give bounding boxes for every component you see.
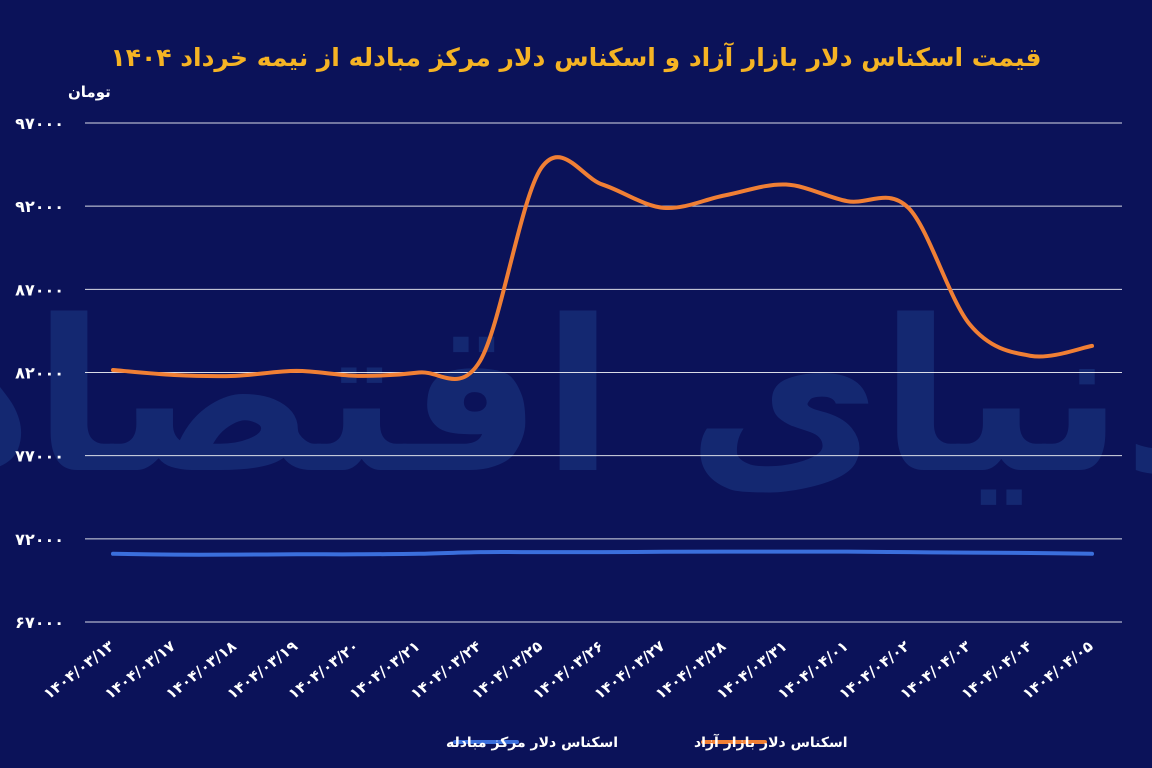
y-tick-label: ۶۷۰۰۰ bbox=[15, 613, 64, 632]
y-tick-label: ۷۲۰۰۰ bbox=[15, 530, 64, 549]
series-lines bbox=[111, 155, 1094, 557]
y-tick-label: ۹۷۰۰۰ bbox=[15, 114, 64, 133]
x-axis-ticks: ۱۴۰۴/۰۳/۱۳۱۴۰۴/۰۳/۱۷۱۴۰۴/۰۳/۱۸۱۴۰۴/۰۳/۱۹… bbox=[40, 637, 1096, 703]
legend: اسکناس دلار بازار آزاد اسکناس دلار مرکز … bbox=[446, 733, 848, 751]
legend-label-free-market: اسکناس دلار بازار آزاد bbox=[694, 733, 848, 751]
watermark-text: دنیای اقتصاد bbox=[0, 275, 1152, 520]
y-axis-ticks: ۹۷۰۰۰ ۹۲۰۰۰ ۸۷۰۰۰ ۸۲۰۰۰ ۷۷۰۰۰ ۷۲۰۰۰ ۶۷۰۰۰ bbox=[15, 114, 64, 632]
series-line-free-market bbox=[111, 155, 1094, 381]
grid-lines bbox=[85, 122, 1122, 623]
legend-label-exchange-center: اسکناس دلار مرکز مبادله bbox=[446, 735, 618, 751]
y-tick-label: ۸۷۰۰۰ bbox=[15, 280, 64, 299]
y-tick-label: ۸۲۰۰۰ bbox=[15, 364, 64, 383]
chart-title: قیمت اسکناس دلار بازار آزاد و اسکناس دلا… bbox=[110, 42, 1041, 73]
y-tick-label: ۷۷۰۰۰ bbox=[15, 447, 64, 466]
y-axis-unit-label: تومان bbox=[68, 83, 111, 101]
legend-item-free-market: اسکناس دلار بازار آزاد bbox=[694, 733, 848, 751]
series-line-exchange-center bbox=[111, 549, 1094, 557]
y-tick-label: ۹۲۰۰۰ bbox=[15, 197, 64, 216]
legend-item-exchange-center: اسکناس دلار مرکز مبادله bbox=[446, 735, 618, 751]
